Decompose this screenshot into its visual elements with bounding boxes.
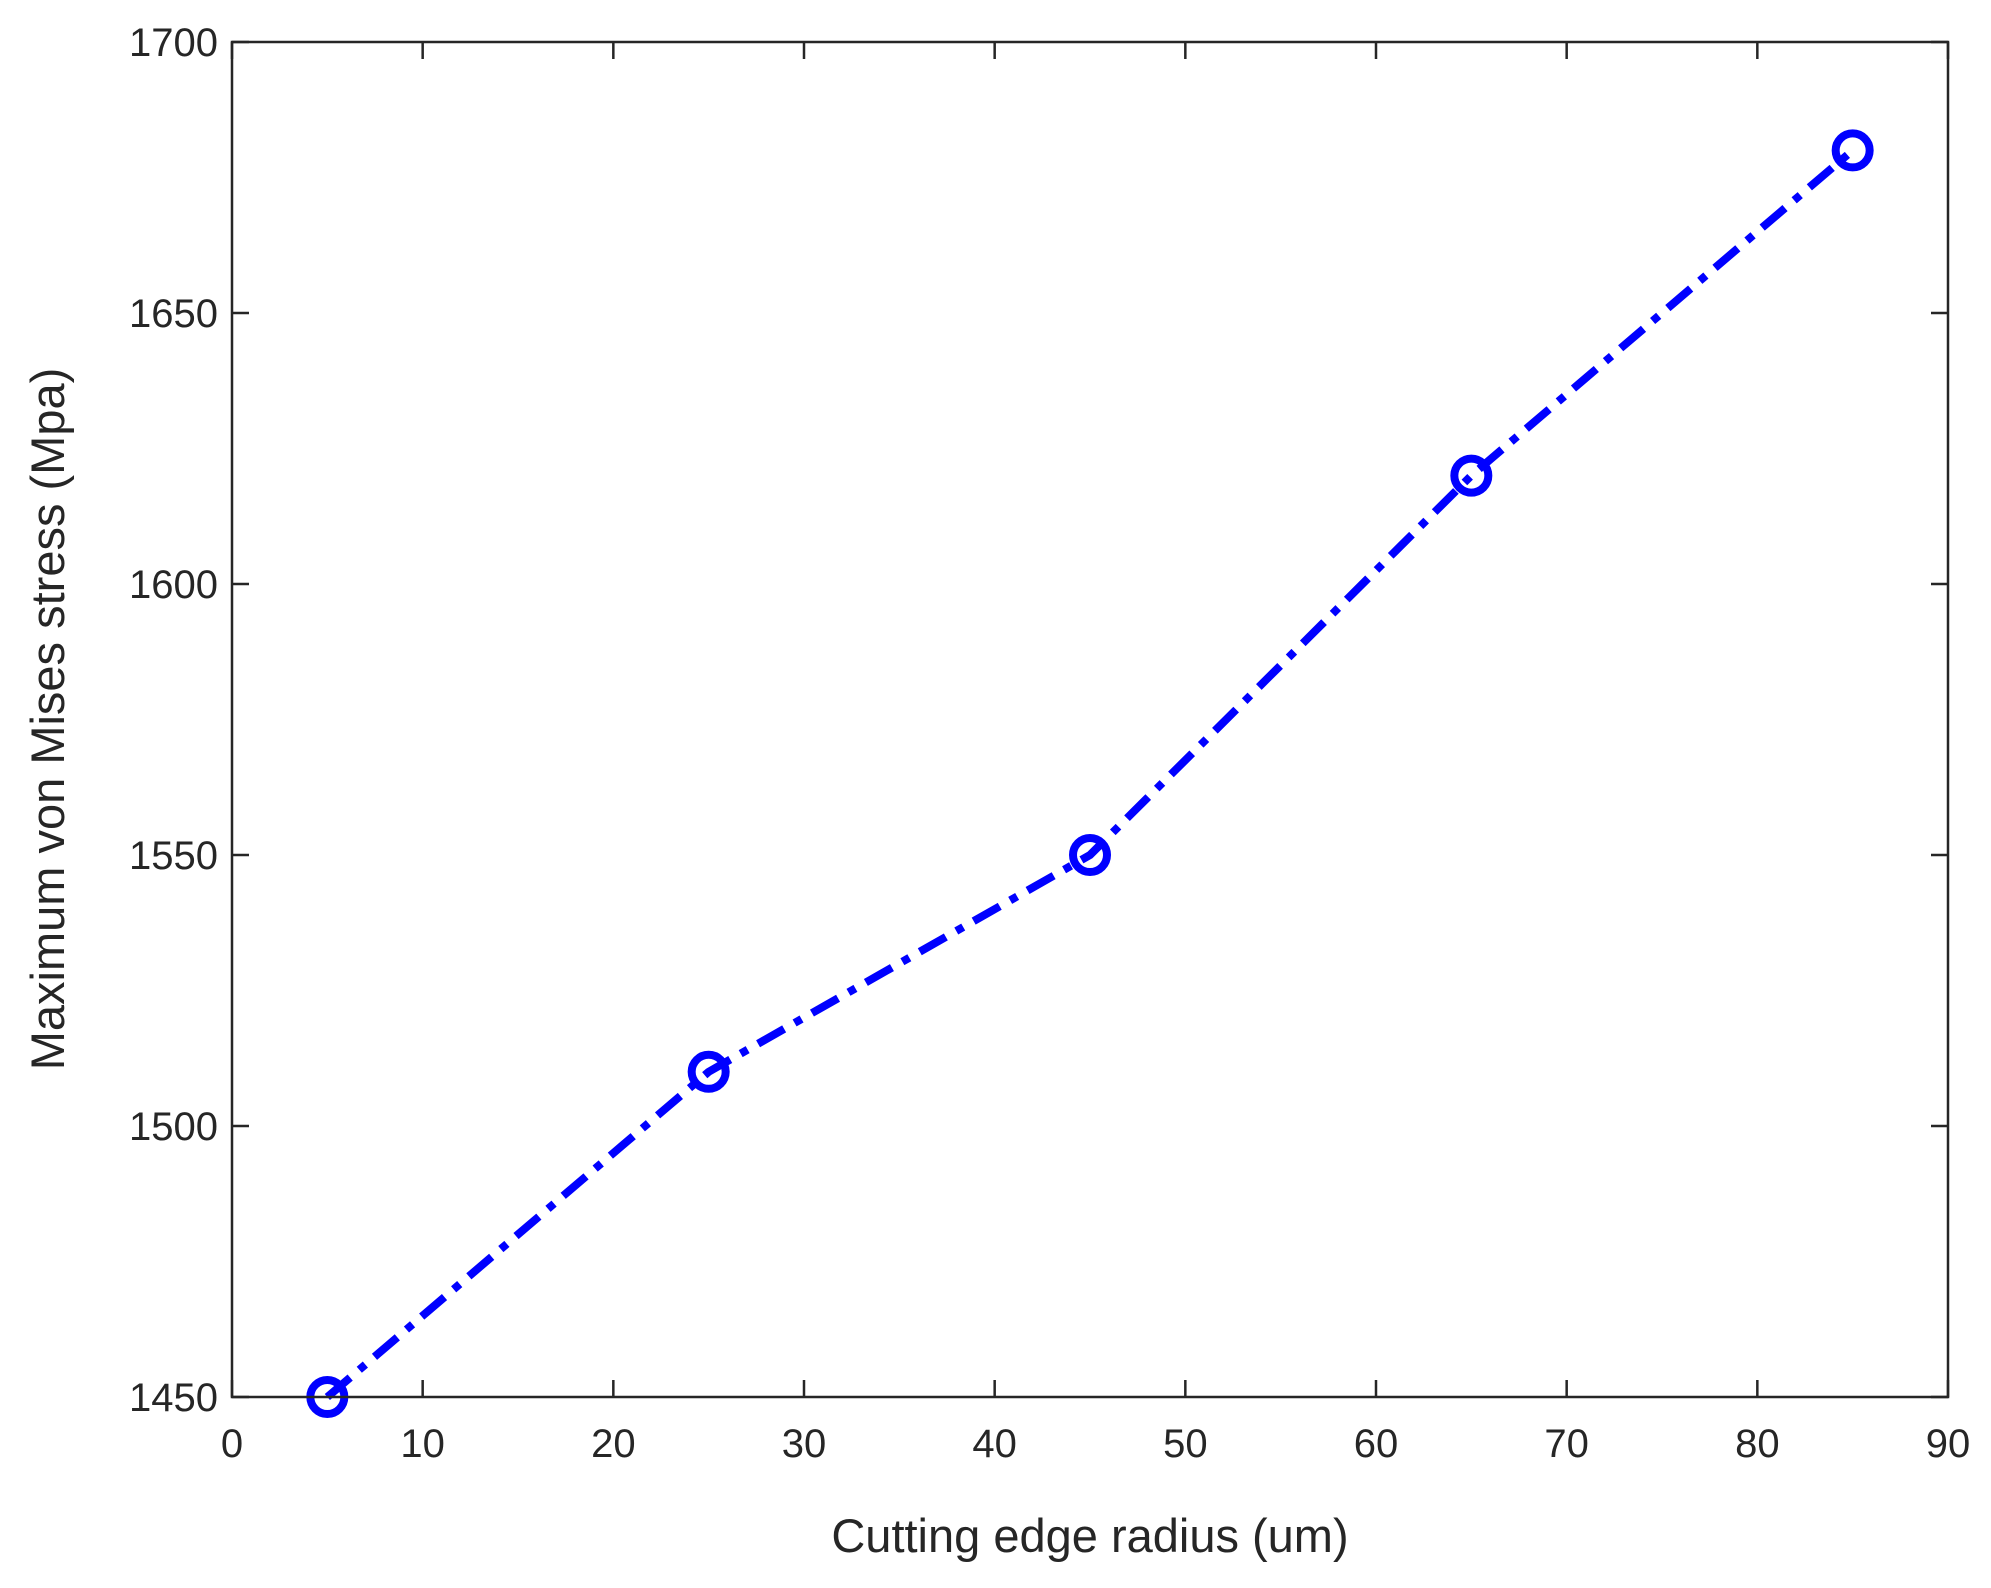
plot-area — [232, 42, 1948, 1397]
y-tick-label: 1700 — [129, 21, 218, 65]
x-tick-label: 80 — [1735, 1422, 1780, 1466]
x-tick-label: 90 — [1926, 1422, 1971, 1466]
y-tick-label: 1600 — [129, 563, 218, 607]
x-tick-label: 40 — [972, 1422, 1017, 1466]
x-axis-label: Cutting edge radius (um) — [831, 1509, 1348, 1562]
y-tick-label: 1500 — [129, 1105, 218, 1149]
x-tick-label: 10 — [400, 1422, 445, 1466]
axis-ticks — [230, 40, 1950, 1399]
tick-labels: 0 10 20 30 40 50 60 70 80 90 1450 1500 1550 1600 1650 1… — [129, 21, 1970, 1466]
x-tick-label: 60 — [1354, 1422, 1399, 1466]
y-tick-label: 1650 — [129, 292, 218, 336]
y-tick-label: 1550 — [129, 834, 218, 878]
series-group — [306, 129, 1874, 1418]
series-line — [324, 147, 1856, 1401]
data-point — [1831, 129, 1874, 172]
y-tick-label: 1450 — [129, 1376, 218, 1420]
data-point — [687, 1050, 730, 1093]
x-tick-label: 20 — [591, 1422, 636, 1466]
x-tick-label: 30 — [782, 1422, 827, 1466]
y-axis-label: Maximum von Mises stress (Mpa) — [21, 368, 74, 1071]
x-tick-label: 0 — [221, 1422, 243, 1466]
x-tick-label: 70 — [1544, 1422, 1589, 1466]
data-point — [1069, 834, 1111, 876]
x-tick-label: 50 — [1163, 1422, 1208, 1466]
plot-frame — [230, 40, 1950, 1399]
data-point — [1450, 454, 1493, 497]
